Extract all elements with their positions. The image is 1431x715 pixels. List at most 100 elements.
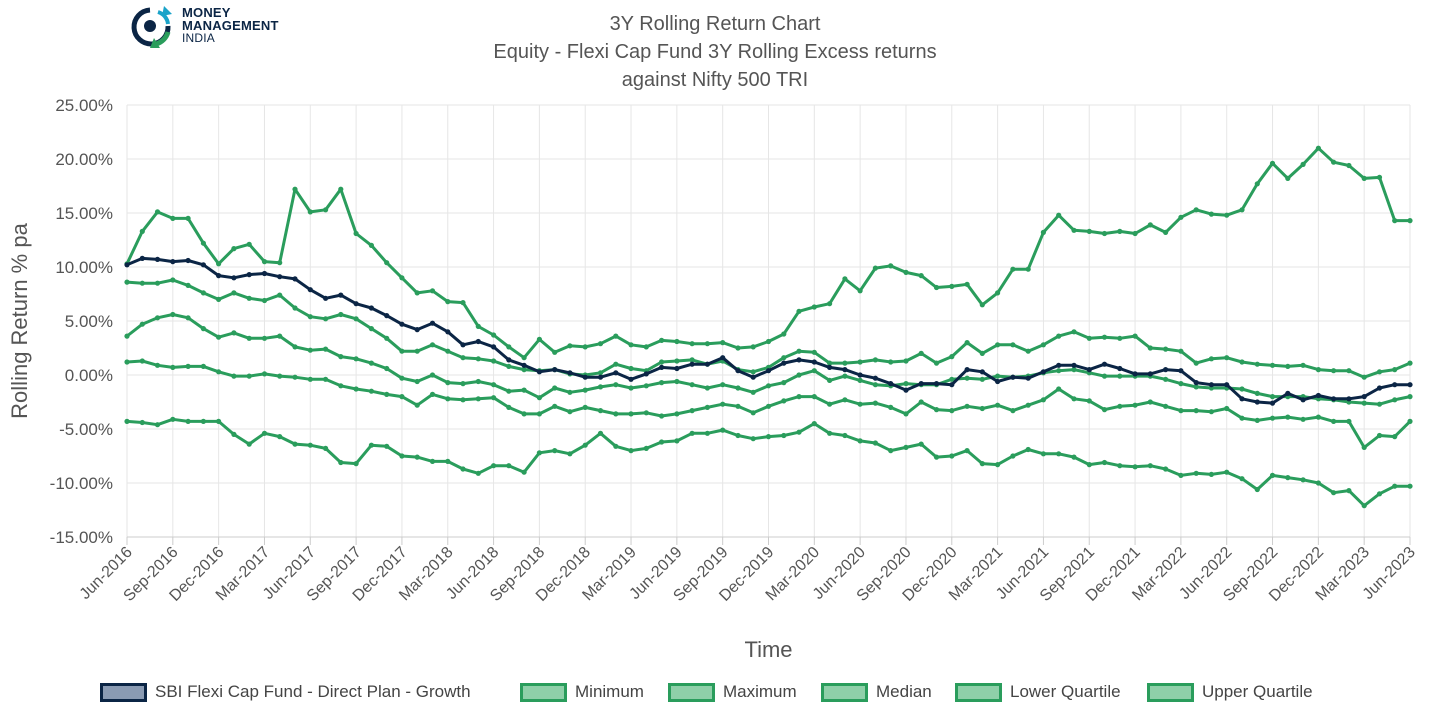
- data-point: [949, 382, 955, 388]
- data-point: [1163, 346, 1169, 352]
- legend-item[interactable]: Upper Quartile: [1147, 678, 1313, 706]
- legend-item[interactable]: Maximum: [668, 678, 797, 706]
- data-point: [414, 402, 420, 408]
- data-point: [628, 385, 634, 391]
- data-point: [1407, 483, 1413, 489]
- data-point: [1132, 230, 1138, 237]
- data-point: [231, 373, 237, 379]
- data-point: [1269, 400, 1276, 406]
- data-point: [429, 458, 436, 464]
- data-point: [1361, 374, 1367, 380]
- legend-item[interactable]: Lower Quartile: [955, 678, 1121, 706]
- data-point: [338, 459, 344, 466]
- data-point: [613, 411, 619, 417]
- data-point: [720, 382, 726, 388]
- data-point: [261, 259, 268, 265]
- data-point: [704, 404, 711, 410]
- data-point: [567, 370, 573, 376]
- legend-swatch: [821, 682, 868, 702]
- data-point: [1056, 451, 1062, 457]
- data-point: [1392, 434, 1398, 440]
- legend-label: Lower Quartile: [1010, 682, 1121, 701]
- data-point: [1178, 214, 1184, 220]
- data-point: [139, 419, 145, 426]
- y-tick-label: 25.00%: [55, 96, 113, 115]
- data-point: [491, 463, 497, 469]
- data-point: [1224, 469, 1230, 475]
- data-point: [750, 374, 756, 380]
- data-point: [1086, 462, 1092, 468]
- data-point: [216, 369, 222, 375]
- data-point: [384, 313, 390, 319]
- data-point: [521, 367, 527, 373]
- data-point: [399, 275, 405, 281]
- data-point: [1208, 382, 1214, 388]
- data-point: [827, 360, 833, 366]
- data-point: [918, 350, 924, 356]
- data-point: [735, 432, 741, 439]
- data-point: [200, 363, 206, 369]
- data-point: [246, 441, 252, 447]
- y-tick-label: 20.00%: [55, 150, 113, 169]
- data-point: [613, 361, 619, 367]
- data-point: [384, 365, 390, 372]
- data-point: [414, 454, 420, 460]
- data-point: [1086, 398, 1092, 404]
- data-point: [1361, 175, 1367, 181]
- y-axis-title: Rolling Return % pa: [7, 222, 32, 418]
- data-point: [368, 360, 374, 366]
- data-point: [1101, 334, 1108, 340]
- data-point: [781, 355, 787, 361]
- data-point: [277, 260, 283, 266]
- data-point: [689, 341, 695, 347]
- data-point: [277, 434, 283, 440]
- data-point: [995, 342, 1001, 348]
- data-point: [1208, 211, 1214, 217]
- data-point: [124, 359, 130, 365]
- data-point: [323, 346, 329, 352]
- data-point: [368, 305, 374, 311]
- data-point: [185, 282, 191, 288]
- data-point: [659, 364, 665, 370]
- data-point: [811, 421, 817, 427]
- data-point: [1132, 464, 1138, 470]
- data-point: [307, 347, 313, 353]
- data-point: [1056, 362, 1062, 368]
- data-point: [506, 388, 512, 394]
- data-point: [903, 444, 909, 450]
- data-point: [582, 344, 588, 350]
- data-point: [277, 274, 283, 280]
- data-point: [246, 373, 252, 379]
- data-point: [903, 411, 909, 417]
- data-point: [246, 335, 252, 341]
- data-point: [1101, 407, 1108, 413]
- data-point: [353, 316, 359, 322]
- legend-item[interactable]: Minimum: [520, 678, 644, 706]
- data-point: [338, 383, 344, 389]
- data-point: [429, 391, 436, 397]
- data-point: [445, 396, 451, 402]
- y-tick-label: 0.00%: [65, 366, 113, 385]
- data-point: [307, 442, 313, 448]
- data-point: [1361, 503, 1367, 509]
- data-point: [842, 373, 848, 379]
- data-point: [185, 215, 191, 221]
- data-point: [949, 354, 955, 360]
- data-point: [185, 363, 191, 369]
- data-point: [659, 380, 665, 386]
- data-point: [460, 466, 466, 472]
- data-point: [1132, 333, 1138, 339]
- data-point: [628, 365, 634, 372]
- data-point: [1101, 373, 1108, 379]
- legend-item[interactable]: SBI Flexi Cap Fund - Direct Plan - Growt…: [100, 678, 471, 706]
- data-point: [170, 259, 176, 265]
- data-point: [811, 394, 817, 400]
- data-point: [1346, 368, 1352, 374]
- data-point: [154, 422, 161, 428]
- legend-item[interactable]: Median: [821, 678, 932, 706]
- data-point: [1147, 222, 1153, 228]
- data-point: [277, 292, 283, 298]
- data-point: [689, 382, 695, 388]
- data-point: [567, 343, 573, 349]
